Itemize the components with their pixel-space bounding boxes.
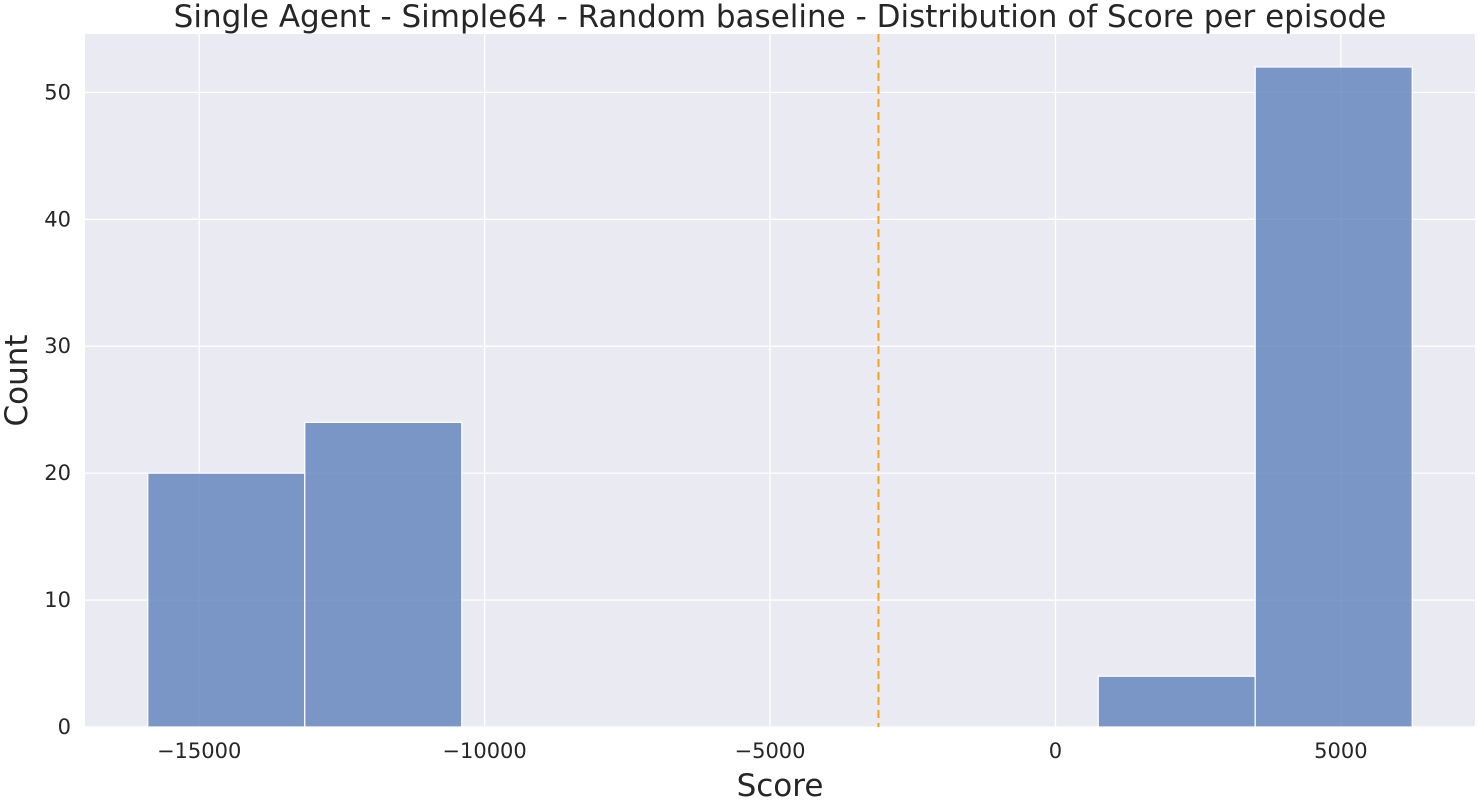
y-tick-label: 50 (44, 80, 71, 104)
x-tick-label: 0 (1049, 739, 1062, 763)
histogram-bar (147, 472, 306, 728)
y-tick-label: 40 (44, 207, 71, 231)
x-tick-label: 5000 (1314, 739, 1367, 763)
histogram-bar (304, 421, 463, 728)
y-tick-label: 10 (44, 588, 71, 612)
x-axis-label: Score (737, 768, 824, 803)
y-tick-label: 30 (44, 334, 71, 358)
x-tick-label: −5000 (734, 739, 805, 763)
y-tick-label: 0 (58, 715, 71, 739)
x-tick-label: −15000 (157, 739, 241, 763)
y-axis-label: Count (0, 334, 35, 426)
histogram-bar (1254, 66, 1413, 728)
histogram-bars (147, 66, 1413, 728)
x-tick-label: −10000 (442, 739, 526, 763)
y-tick-label: 20 (44, 461, 71, 485)
chart-title: Single Agent - Simple64 - Random baselin… (174, 0, 1387, 35)
tick-labels: −15000 −10000 −5000 0 5000 0 10 20 30 40 50 (44, 80, 1367, 763)
histogram-bar (1097, 675, 1256, 728)
